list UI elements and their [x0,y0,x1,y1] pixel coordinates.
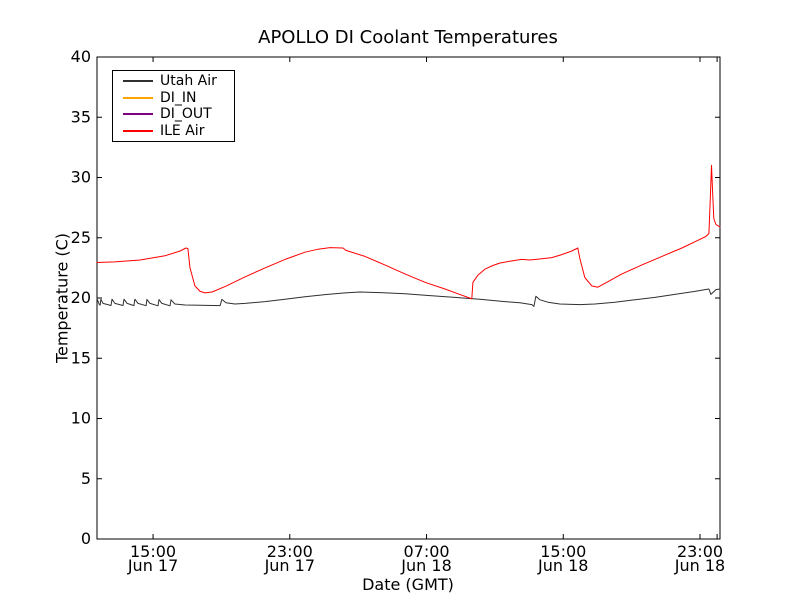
legend-line-sample [123,113,153,116]
y-tick-label: 20 [71,288,91,307]
legend-line-sample [123,80,153,83]
legend-line-sample [123,96,153,99]
y-tick-label: 25 [71,228,91,247]
x-tick-label-date: Jun 18 [537,556,588,575]
x-tick-label-time: 15:00 [130,542,176,561]
legend-label: DI_OUT [160,106,212,123]
chart-title: APOLLO DI Coolant Temperatures [258,27,558,48]
legend-entry-di-out: DI_OUT [123,106,234,122]
x-tick-label-time: 23:00 [677,542,723,561]
y-tick-label: 15 [71,348,91,367]
x-tick-label-date: Jun 18 [674,556,725,575]
x-tick-label-time: 23:00 [267,542,313,561]
legend-label: ILE Air [160,122,205,139]
legend-line-sample [123,129,153,132]
x-tick-label-date: Jun 18 [400,556,451,575]
y-tick-label: 40 [71,47,91,66]
series-line-utah-air [96,288,721,307]
legend-label: Utah Air [160,73,217,90]
legend-entry-utah-air: Utah Air [123,73,234,89]
y-tick-label: 0 [81,529,91,548]
legend: Utah Air DI_IN DI_OUT ILE Air [112,70,235,142]
x-tick-label-date: Jun 17 [127,556,178,575]
x-tick-label-time: 07:00 [403,542,449,561]
legend-label: DI_IN [160,89,197,106]
x-tick-label-date: Jun 17 [264,556,315,575]
y-tick-label: 5 [81,469,91,488]
y-tick-label: 10 [71,409,91,428]
x-axis-label: Date (GMT) [362,575,454,594]
series-line-ile-air [96,164,721,300]
legend-entry-di-in: DI_IN [123,90,234,106]
legend-entry-ile-air: ILE Air [123,123,234,139]
x-tick-label-time: 15:00 [540,542,586,561]
y-tick-label: 35 [71,107,91,126]
y-tick-label: 30 [71,168,91,187]
